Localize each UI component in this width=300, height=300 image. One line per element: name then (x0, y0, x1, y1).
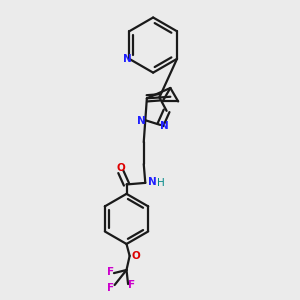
Text: O: O (116, 163, 125, 173)
Text: F: F (128, 280, 135, 290)
Text: N: N (148, 177, 157, 187)
Text: F: F (107, 283, 114, 292)
Text: H: H (157, 178, 165, 188)
Text: F: F (107, 268, 114, 278)
Text: N: N (160, 121, 169, 131)
Text: N: N (136, 116, 145, 126)
Text: N: N (123, 54, 132, 64)
Text: O: O (131, 251, 140, 261)
